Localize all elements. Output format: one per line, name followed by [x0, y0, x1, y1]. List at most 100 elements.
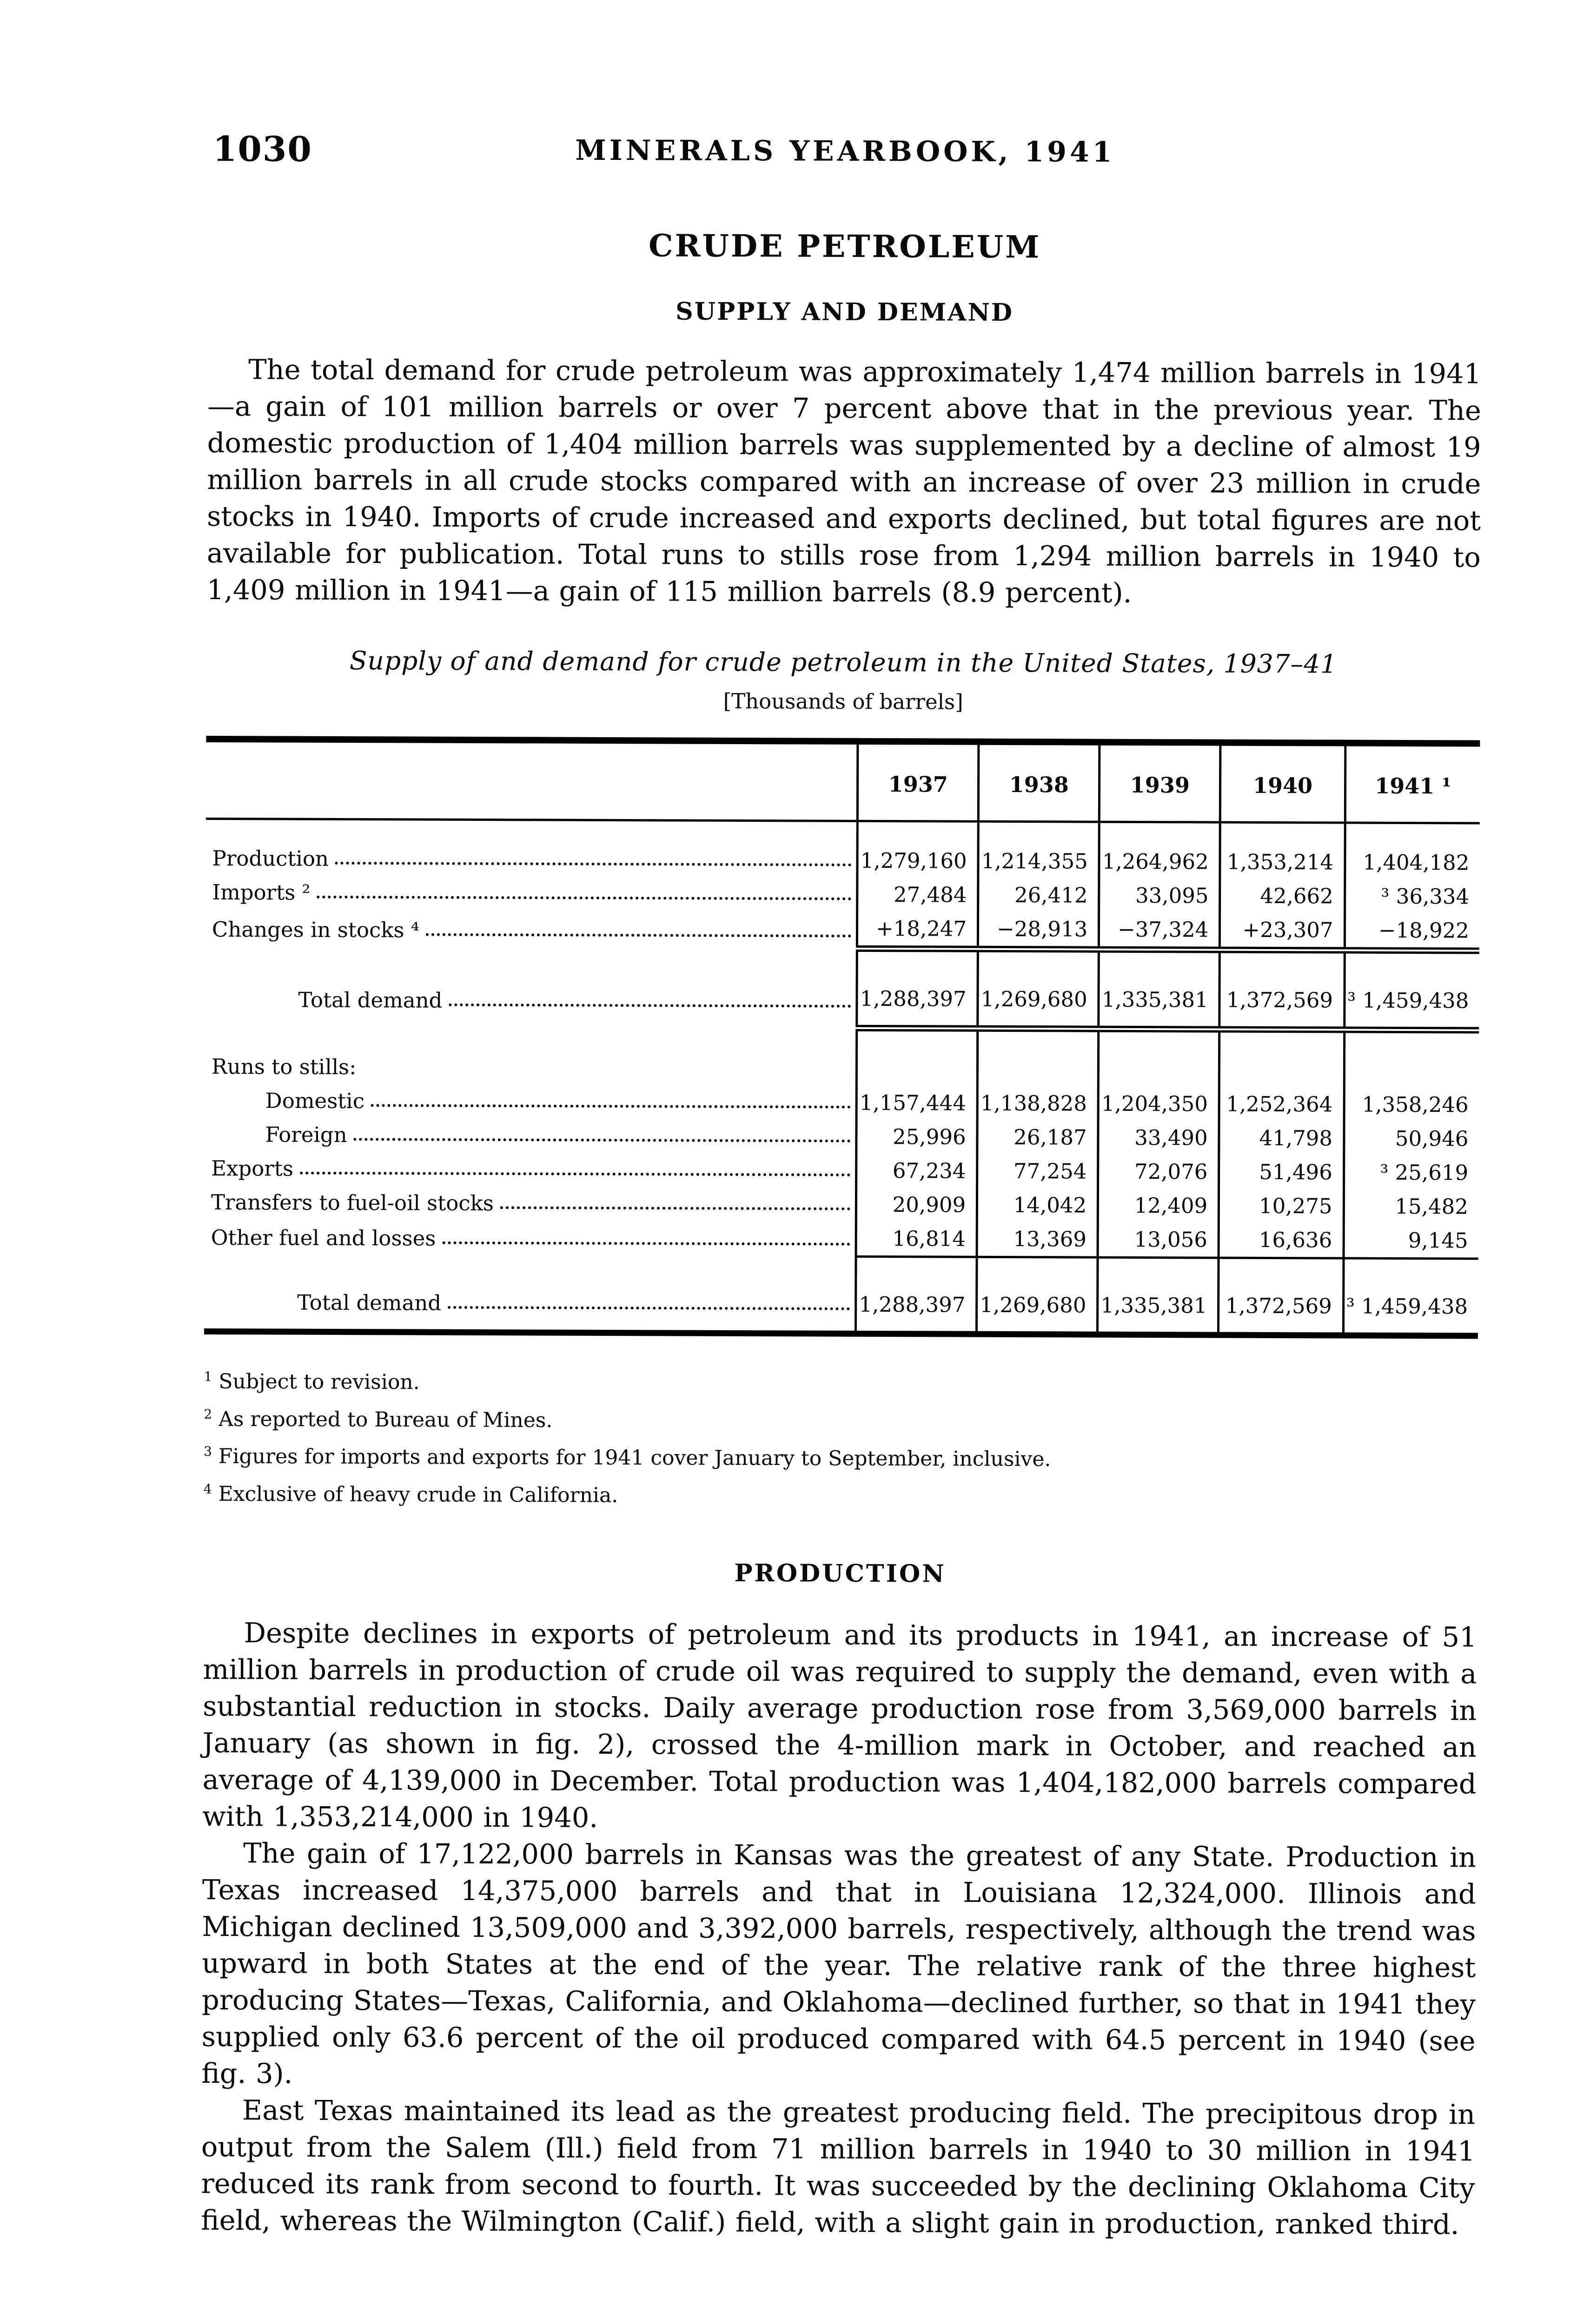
row-label: Foreign	[265, 1122, 347, 1148]
leader-dots	[449, 1003, 851, 1008]
table-stub-header	[206, 739, 858, 821]
table-title: Supply of and demand for crude petroleum…	[349, 646, 1338, 679]
table-cell: 1,138,828	[977, 1086, 1099, 1121]
footnote-text: Exclusive of heavy crude in California.	[218, 1482, 618, 1507]
table-row-other-fuel: Other fuel and losses 16,814 13,369 13,0…	[205, 1219, 1478, 1259]
table-row-changes-in-stocks: Changes in stocks ⁴ +18,247 −28,913 −37,…	[205, 909, 1480, 951]
footnote: 2 As reported to Bureau of Mines.	[204, 1398, 1477, 1440]
footnote-text: Figures for imports and exports for 1941…	[218, 1445, 1051, 1472]
leader-dots	[335, 861, 852, 866]
table-cell: 1,353,214	[1220, 845, 1345, 879]
row-label: Changes in stocks ⁴	[212, 917, 420, 943]
table-cell: 27,484	[857, 877, 979, 912]
table-cell: 67,234	[856, 1153, 978, 1188]
leader-dots	[371, 1104, 851, 1109]
row-label: Other fuel and losses	[211, 1225, 436, 1251]
table-row-exports: Exports 67,234 77,254 72,076 51,496 ³ 25…	[205, 1151, 1479, 1190]
table-cell: 42,662	[1219, 878, 1345, 913]
footnote-text: Subject to revision.	[219, 1369, 420, 1394]
table-cell: 10,275	[1219, 1188, 1344, 1223]
table-cell: 1,404,182	[1345, 845, 1480, 880]
table-row-total-demand: Total demand 1,288,397 1,269,680 1,335,3…	[204, 1276, 1478, 1336]
row-label: Total demand	[298, 987, 443, 1013]
table-cell: 1,157,444	[856, 1085, 978, 1120]
table-cell: 14,042	[977, 1188, 1098, 1222]
production-paragraph-3: East Texas maintained its lead as the gr…	[201, 2093, 1476, 2241]
table-cell: 1,358,246	[1344, 1087, 1479, 1122]
table-cell: 1,335,381	[1099, 973, 1220, 1030]
table-row-domestic: Domestic 1,157,444 1,138,828 1,204,350 1…	[205, 1083, 1479, 1122]
footnote: 1 Subject to revision.	[204, 1360, 1477, 1402]
leader-dots	[425, 933, 852, 938]
table-cell: +23,307	[1219, 912, 1345, 951]
table-cell: 1,288,397	[856, 972, 978, 1029]
footnote: 3 Figures for imports and exports for 194…	[204, 1435, 1477, 1477]
table-cell: 13,056	[1098, 1222, 1219, 1258]
leader-dots	[448, 1306, 850, 1310]
footnote-marker: 3	[204, 1444, 212, 1459]
row-label: Domestic	[265, 1088, 365, 1114]
row-label: Runs to stills:	[211, 1054, 357, 1080]
table-cell: 16,636	[1219, 1222, 1344, 1259]
leader-dots	[317, 895, 852, 900]
table-unit-note: [Thousands of barrels]	[723, 688, 963, 714]
table-row-total-demand: Total demand 1,288,397 1,269,680 1,335,3…	[205, 970, 1479, 1030]
year-column-header: 1938	[978, 741, 1100, 822]
table-cell: +18,247	[857, 911, 978, 949]
table-cell: 1,288,397	[855, 1278, 977, 1334]
table-cell: ³ 1,459,438	[1344, 974, 1479, 1030]
leader-dots	[500, 1206, 851, 1210]
table-row-imports: Imports ² 27,484 26,412 33,095 42,662 ³ …	[205, 875, 1480, 914]
supply-demand-table: 1937 1938 1939 1940 1941 ¹ Production 1,…	[204, 735, 1480, 1339]
table-cell: 1,279,160	[857, 843, 979, 878]
table-cell: 1,214,355	[978, 844, 1100, 878]
page-content: 1030 MINERALS YEARBOOK, 1941 CRUDE PETRO…	[201, 129, 1482, 2243]
table-cell: 1,204,350	[1098, 1086, 1219, 1121]
production-paragraph-2: The gain of 17,122,000 barrels in Kansas…	[201, 1836, 1477, 2090]
table-cell: −18,922	[1344, 913, 1480, 951]
table-cell: 72,076	[1098, 1154, 1219, 1189]
table-cell: 41,798	[1219, 1121, 1344, 1155]
table-row-transfers: Transfers to fuel-oil stocks 20,909 14,0…	[205, 1185, 1479, 1224]
article-title: CRUDE PETROLEUM	[648, 227, 1041, 265]
table-cell: 1,252,364	[1219, 1087, 1344, 1122]
supply-demand-paragraph: The total demand for crude petroleum was…	[206, 353, 1482, 609]
table-cell: 20,909	[856, 1187, 977, 1222]
leader-dots	[442, 1241, 850, 1246]
table-header-row: 1937 1938 1939 1940 1941 ¹	[206, 739, 1480, 824]
table-cell: 1,372,569	[1218, 1279, 1344, 1336]
table-cell: 25,996	[856, 1119, 978, 1154]
table-row-runs-to-stills-group: Runs to stills:	[205, 1050, 1479, 1088]
table-cell: −37,324	[1099, 912, 1220, 950]
table-cell: 26,187	[977, 1120, 1099, 1155]
table-row-foreign: Foreign 25,996 26,187 33,490 41,798 50,9…	[205, 1117, 1479, 1156]
running-title: MINERALS YEARBOOK, 1941	[575, 134, 1115, 169]
year-column-header: 1941 ¹	[1345, 743, 1480, 824]
row-label: Production	[212, 846, 329, 871]
table-cell: ³ 25,619	[1344, 1155, 1479, 1190]
table-cell: 9,145	[1343, 1223, 1478, 1259]
table-cell: 1,269,680	[976, 1278, 1098, 1335]
footnote-marker: 1	[204, 1368, 212, 1385]
table-cell: 51,496	[1219, 1155, 1344, 1189]
table-cell: 1,264,962	[1099, 844, 1220, 879]
footnote-marker: 2	[204, 1406, 212, 1422]
table-cell: 15,482	[1343, 1189, 1479, 1224]
table-cell: 50,946	[1344, 1121, 1479, 1156]
footnote-text: As reported to Bureau of Mines.	[219, 1407, 553, 1432]
year-column-header: 1940	[1220, 742, 1345, 823]
table-row-production: Production 1,279,160 1,214,355 1,264,962…	[205, 841, 1480, 880]
table-cell: 26,412	[978, 878, 1100, 912]
table-cell: 1,372,569	[1219, 973, 1345, 1030]
row-label: Exports	[211, 1156, 294, 1181]
row-label: Total demand	[297, 1290, 442, 1315]
table-cell: 1,335,381	[1097, 1279, 1219, 1335]
leader-dots	[353, 1138, 851, 1142]
table-cell: −28,913	[978, 911, 1099, 950]
supply-demand-table-block: Supply of and demand for crude petroleum…	[204, 645, 1480, 1515]
table-cell: 1,269,680	[977, 972, 1099, 1029]
row-label: Imports ²	[212, 880, 311, 905]
year-column-header: 1937	[857, 741, 979, 822]
footnote-marker: 4	[203, 1481, 212, 1497]
table-cell: 13,369	[977, 1221, 1098, 1258]
